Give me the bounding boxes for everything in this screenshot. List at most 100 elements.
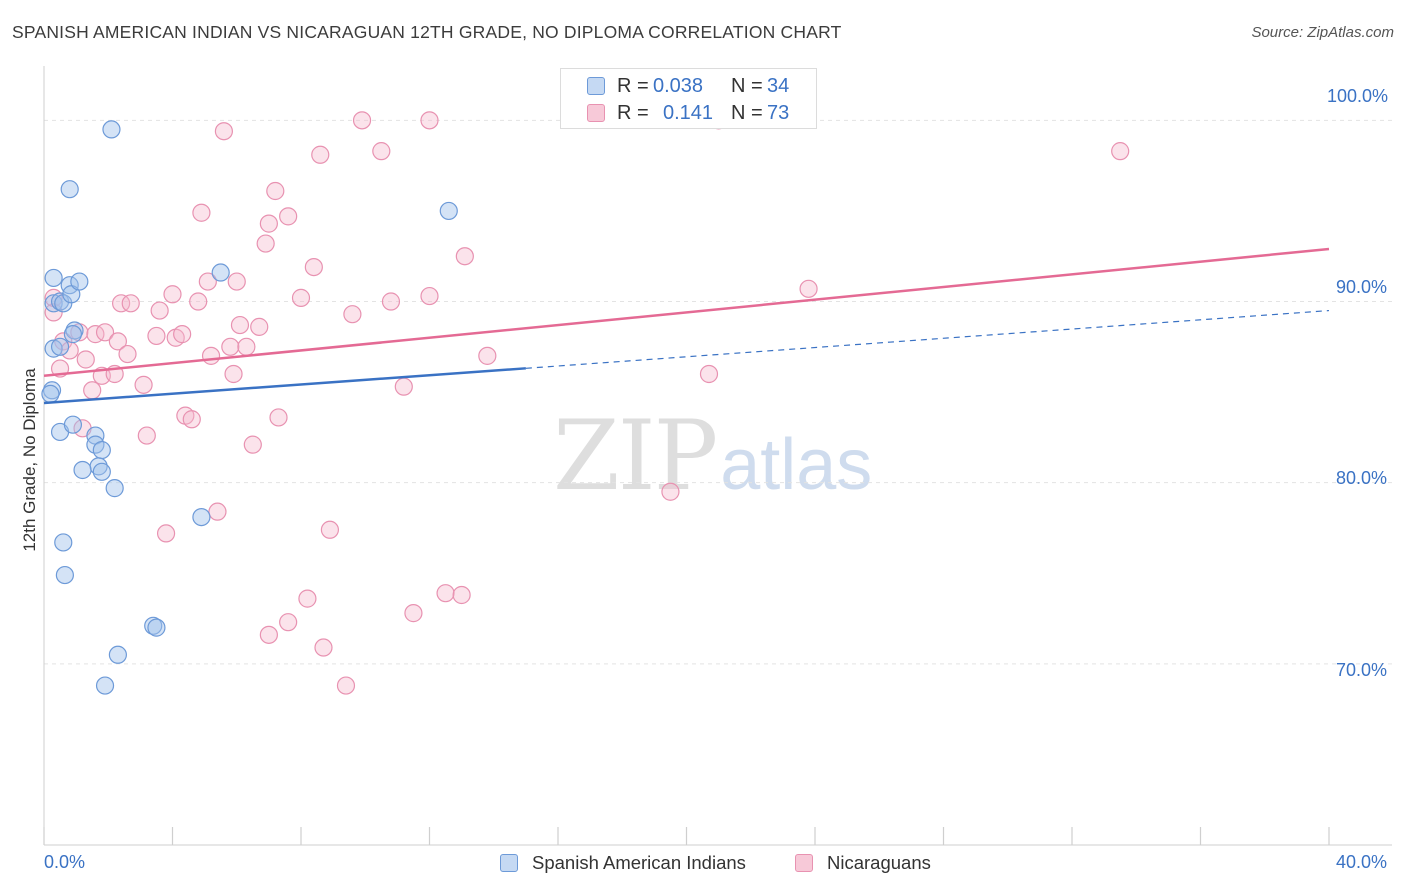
nicaraguans-point: [436, 584, 455, 603]
nicaraguans-point: [266, 181, 285, 201]
y-axis-label: 12th Grade, No Diploma: [20, 368, 39, 552]
nicaraguans-point: [381, 292, 401, 311]
r-value: 0.038: [653, 75, 704, 97]
n-value: 73: [767, 102, 790, 124]
nicaraguans-point: [699, 364, 719, 384]
nicaraguans-point: [420, 286, 439, 306]
nicaraguans-point: [201, 346, 221, 365]
nicaraguans-point: [269, 408, 288, 427]
nicaraguans-point: [147, 326, 166, 346]
nicaraguans-point: [243, 435, 262, 454]
n-value: 34: [767, 75, 790, 97]
spanish-american-indians-point: [41, 384, 60, 404]
nicaraguans-point: [108, 332, 127, 351]
nicaraguans-point: [250, 317, 269, 336]
spanish-american-indians-point: [60, 180, 79, 199]
nicaraguans-point: [83, 381, 102, 400]
nicaraguans-point: [452, 585, 471, 605]
spanish-american-indians-point: [92, 440, 111, 460]
chart-title: SPANISH AMERICAN INDIAN VS NICARAGUAN 12…: [12, 22, 842, 42]
spanish-american-indians-points: [41, 120, 458, 695]
nicaraguans-point: [95, 323, 115, 342]
nicaraguans-point: [259, 625, 278, 644]
watermark-zip: ZIP: [553, 400, 718, 512]
n-label: N =: [731, 75, 763, 97]
nicaraguans-point: [156, 524, 176, 543]
watermark: ZIPatlas: [553, 400, 872, 512]
nicaraguans-point: [54, 332, 73, 351]
r-label: R =: [617, 75, 649, 97]
nicaraguans-point: [298, 589, 317, 608]
nicaraguans-point: [799, 279, 818, 298]
spanish-american-indians-point: [73, 460, 92, 480]
nicaraguans-point: [352, 111, 372, 130]
nicaraguans-point: [455, 247, 474, 266]
nicaraguans-points: [44, 111, 1130, 695]
nicaraguans-point: [311, 145, 330, 164]
pink-swatch: [795, 854, 813, 872]
spanish-american-indians-point: [55, 565, 74, 585]
nicaraguans-point: [304, 257, 323, 277]
nicaraguans-point: [221, 337, 240, 356]
nicaraguans-point: [259, 214, 278, 233]
nicaraguans-point: [394, 377, 413, 396]
nicaraguans-point: [404, 604, 423, 623]
legend-label: Spanish American Indians: [532, 852, 746, 873]
r-label: R =: [617, 102, 649, 124]
source-credit: Source: ZipAtlas.com: [1251, 24, 1394, 41]
nicaraguans-point: [227, 272, 246, 291]
y-tick-label: 100.0%: [1327, 86, 1389, 106]
nicaraguans-point: [320, 520, 340, 539]
y-tick-label: 80.0%: [1336, 468, 1388, 488]
spanish-american-indians-point: [92, 462, 111, 481]
nicaraguans-point: [163, 285, 182, 304]
y-tick-label: 70.0%: [1336, 660, 1388, 680]
nicaraguans-point: [182, 410, 201, 429]
spanish-american-indians-point: [44, 339, 63, 358]
nicaraguans-point: [111, 294, 131, 313]
pink-swatch: [587, 104, 605, 122]
trendlines: [43, 247, 1330, 405]
nicaraguans-point: [314, 638, 333, 657]
nicaraguans-point: [478, 346, 497, 365]
r-value: 0.141: [663, 102, 714, 124]
nicaraguans-point: [256, 234, 275, 253]
spanish-american-indians-trendline-extension: [525, 309, 1330, 369]
spanish-american-indians-point: [60, 276, 79, 295]
spanish-american-indians-point: [95, 676, 115, 695]
spanish-american-indians-point: [108, 645, 127, 664]
spanish-american-indians-point: [50, 337, 70, 356]
nicaraguans-point: [661, 482, 680, 501]
spanish-american-indians-point: [70, 272, 89, 291]
nicaraguans-point: [230, 315, 250, 335]
nicaraguans-point: [237, 337, 256, 356]
stats-legend: R = 0.038 N = 34 R = 0.141 N = 73: [560, 68, 817, 129]
axes: [43, 66, 1392, 846]
nicaraguans-trendline: [43, 247, 1330, 378]
blue-swatch: [500, 854, 518, 872]
nicaraguans-point: [76, 350, 95, 369]
x-tick-label-min: 0.0%: [44, 852, 86, 872]
nicaraguans-point: [224, 364, 243, 384]
nicaraguans-point: [343, 305, 362, 324]
nicaraguans-point: [372, 142, 391, 161]
n-label: N =: [731, 102, 763, 124]
gridlines: [44, 119, 1392, 665]
y-tick-label: 90.0%: [1336, 277, 1388, 297]
spanish-american-indians-point: [63, 415, 83, 434]
spanish-american-indians-point: [50, 292, 70, 311]
spanish-american-indians-point: [102, 120, 121, 139]
nicaraguans-point: [198, 272, 217, 291]
nicaraguans-point: [189, 292, 208, 311]
spanish-american-indians-point: [192, 507, 211, 527]
watermark-atlas: atlas: [720, 425, 873, 505]
spanish-american-indians-trendline: [43, 367, 526, 405]
nicaraguans-point: [279, 613, 298, 632]
spanish-american-indians-point: [54, 533, 73, 552]
spanish-american-indians-point: [44, 294, 63, 313]
spanish-american-indians-point: [63, 325, 83, 344]
spanish-american-indians-point: [44, 268, 63, 288]
spanish-american-indians-point: [144, 616, 163, 635]
spanish-american-indians-point: [147, 618, 166, 637]
